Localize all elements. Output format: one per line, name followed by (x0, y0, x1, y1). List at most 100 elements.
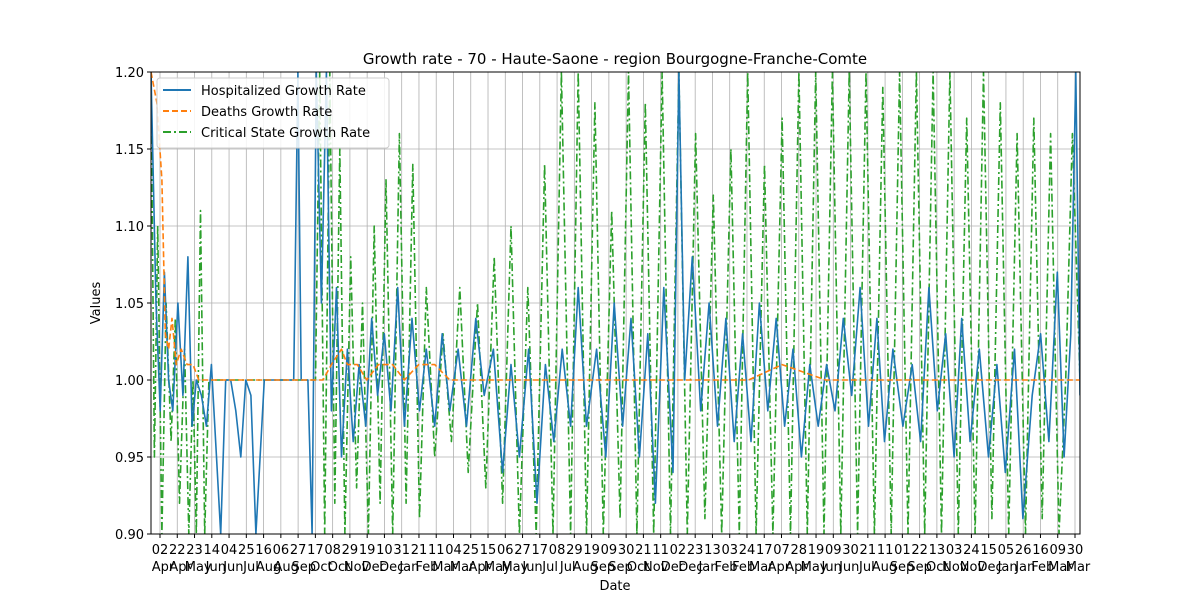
x-tick-day-label: 06 (497, 543, 514, 558)
x-tick-day-label: 03 (946, 543, 963, 558)
x-tick-day-label: 21 (860, 543, 877, 558)
x-tick-day-label: 21 (635, 543, 652, 558)
x-tick-day-label: 24 (739, 543, 756, 558)
x-tick-day-label: 04 (221, 543, 238, 558)
x-tick-day-label: 05 (998, 543, 1015, 558)
x-tick-month-label: Feb (1031, 560, 1054, 575)
x-tick-month-label: Mar (450, 560, 475, 575)
x-tick-day-label: 07 (773, 543, 790, 558)
x-tick-month-label: Apr (768, 560, 791, 575)
y-tick-label: 0.90 (115, 528, 144, 543)
x-tick-month-label: Dec (379, 560, 404, 575)
x-tick-month-label: Aug (273, 560, 298, 575)
series-layer (151, 72, 1080, 534)
x-tick-month-label: Jun (222, 560, 243, 575)
x-tick-day-label: 19 (808, 543, 825, 558)
x-tick-day-label: 16 (1032, 543, 1049, 558)
x-tick-month-label: Feb (732, 560, 755, 575)
x-tick-day-label: 27 (514, 543, 531, 558)
x-tick-day-label: 13 (704, 543, 721, 558)
x-axis-label: Date (599, 579, 630, 594)
x-tick-month-label: Mar (749, 560, 774, 575)
x-tick-month-label: Sep (890, 560, 915, 575)
legend-label-critical: Critical State Growth Rate (201, 126, 370, 141)
x-tick-month-label: Nov (942, 560, 968, 575)
x-tick-month-label: May (801, 560, 828, 575)
x-tick-month-label: Jan (697, 560, 718, 575)
x-tick-day-label: 26 (1015, 543, 1032, 558)
x-tick-month-label: Oct (627, 560, 649, 575)
x-tick-month-label: Oct (328, 560, 350, 575)
x-tick-day-label: 02 (670, 543, 687, 558)
x-tick-day-label: 29 (342, 543, 359, 558)
y-tick-label: 0.95 (115, 451, 144, 466)
x-tick-day-label: 25 (238, 543, 255, 558)
x-tick-day-label: 11 (877, 543, 894, 558)
x-tick-month-label: Apr (169, 560, 192, 575)
x-tick-month-label: Nov (643, 560, 669, 575)
y-tick-label: 1.10 (115, 220, 144, 235)
x-tick-month-label: Jan (997, 560, 1018, 575)
x-tick-month-label: Jan (398, 560, 419, 575)
x-tick-day-label: 27 (290, 543, 307, 558)
x-tick-day-label: 11 (652, 543, 669, 558)
x-tick-month-label: Apr (152, 560, 175, 575)
x-tick-month-label: May (484, 560, 511, 575)
x-tick-month-label: Jul (858, 560, 875, 575)
x-tick-day-label: 19 (583, 543, 600, 558)
x-tick-day-label: 09 (601, 543, 618, 558)
x-tick-month-label: Dec (678, 560, 703, 575)
x-tick-month-label: May (185, 560, 212, 575)
x-tick-month-label: Mar (1066, 560, 1091, 575)
x-tick-month-label: Oct (310, 560, 332, 575)
x-tick-month-label: Jun (521, 560, 542, 575)
x-tick-day-label: 29 (566, 543, 583, 558)
x-tick-month-label: Aug (573, 560, 598, 575)
y-axis-label: Values (89, 282, 104, 325)
x-tick-month-label: Feb (415, 560, 438, 575)
x-tick-month-label: Jul (541, 560, 558, 575)
x-tick-day-label: 17 (307, 543, 324, 558)
x-tick-day-label: 22 (911, 543, 928, 558)
x-tick-month-label: Sep (608, 560, 633, 575)
x-tick-month-label: Apr (468, 560, 491, 575)
x-tick-day-label: 01 (894, 543, 911, 558)
x-tick-day-label: 30 (618, 543, 635, 558)
x-tick-month-label: Jun (205, 560, 226, 575)
x-tick-month-label: May (501, 560, 528, 575)
x-tick-month-label: Mar (432, 560, 457, 575)
x-tick-day-label: 28 (791, 543, 808, 558)
x-tick-month-label: Jun (838, 560, 859, 575)
x-tick-day-label: 06 (273, 543, 290, 558)
x-tick-month-label: Feb (715, 560, 738, 575)
x-tick-day-label: 31 (393, 543, 410, 558)
x-tick-month-label: Jan (1014, 560, 1035, 575)
x-tick-day-label: 23 (687, 543, 704, 558)
x-tick-day-label: 02 (152, 543, 169, 558)
x-tick-month-label: Sep (591, 560, 616, 575)
x-tick-month-label: Dec (661, 560, 686, 575)
legend-label-deaths: Deaths Growth Rate (201, 105, 332, 120)
x-tick-month-label: Aug (256, 560, 281, 575)
x-tick-month-label: Nov (344, 560, 370, 575)
x-tick-month-label: Jun (820, 560, 841, 575)
x-tick-day-label: 04 (445, 543, 462, 558)
x-tick-day-label: 14 (204, 543, 221, 558)
x-tick-day-label: 09 (825, 543, 842, 558)
legend-label-hospitalized: Hospitalized Growth Rate (201, 84, 366, 99)
x-tick-month-label: Sep (907, 560, 932, 575)
x-tick-day-label: 16 (255, 543, 272, 558)
x-tick-day-label: 08 (324, 543, 341, 558)
legend: Hospitalized Growth Rate Deaths Growth R… (156, 77, 390, 149)
x-tick-day-label: 30 (842, 543, 859, 558)
x-tick-day-label: 21 (411, 543, 428, 558)
y-tick-label: 1.00 (115, 374, 144, 389)
x-tick-month-label: Dec (362, 560, 387, 575)
y-tick-label: 1.20 (115, 66, 144, 81)
x-tick-day-label: 22 (169, 543, 186, 558)
x-tick-month-label: Oct (926, 560, 948, 575)
x-tick-day-label: 08 (549, 543, 566, 558)
